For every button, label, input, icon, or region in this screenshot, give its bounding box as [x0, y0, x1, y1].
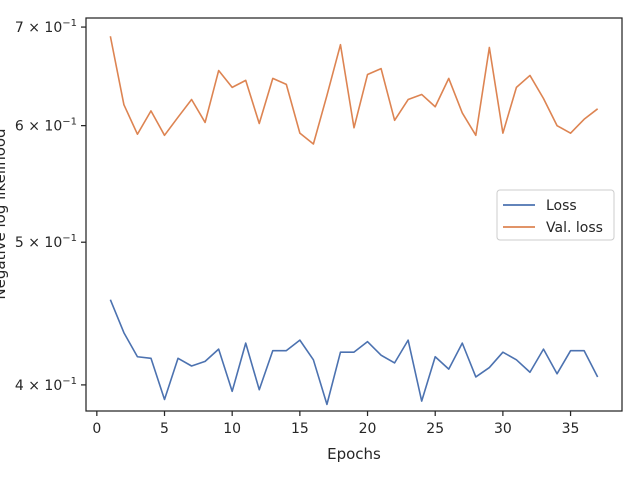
x-tick-label: 10	[223, 421, 241, 437]
series-line-val-loss	[109, 36, 599, 145]
series-layer	[109, 36, 599, 406]
legend-label-val-loss: Val. loss	[546, 220, 603, 236]
y-tick-label: 5 × 10−1	[15, 233, 77, 251]
x-tick-label: 25	[426, 421, 444, 437]
x-tick-label: 5	[160, 421, 169, 437]
plot-frame	[85, 17, 623, 412]
x-tick-label: 20	[359, 421, 377, 437]
y-tick-label: 7 × 10−1	[15, 18, 77, 36]
x-tick-label: 35	[562, 421, 580, 437]
legend: Loss Val. loss	[496, 189, 615, 241]
y-axis-label: Negative log likelihood	[0, 128, 9, 299]
x-tick-label: 30	[494, 421, 512, 437]
x-tick-label: 15	[291, 421, 309, 437]
y-axis-ticks: 4 × 10−1 5 × 10−1 6 × 10−1 7 × 10−1	[15, 18, 86, 394]
x-tick-label: 0	[92, 421, 101, 437]
y-tick-label: 6 × 10−1	[15, 117, 77, 135]
legend-label-loss: Loss	[546, 198, 577, 214]
x-axis-label: Epochs	[327, 445, 381, 463]
x-axis-ticks: 0 5 10 15 20 25 30 35	[92, 411, 579, 437]
y-tick-label: 4 × 10−1	[15, 376, 77, 394]
plot-area	[85, 17, 623, 412]
series-line-loss	[109, 299, 599, 406]
